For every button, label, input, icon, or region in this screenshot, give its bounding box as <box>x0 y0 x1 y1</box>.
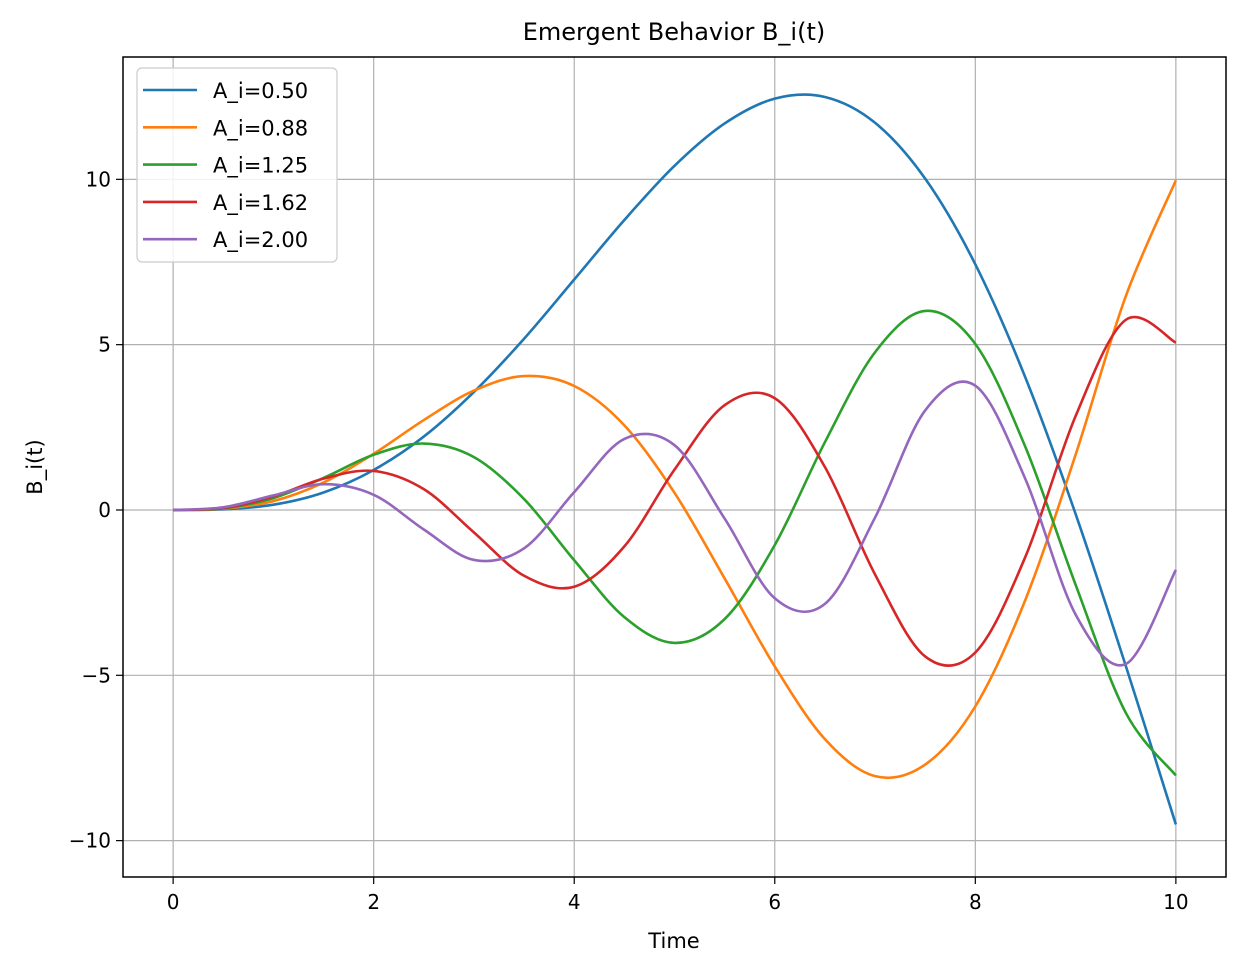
legend-label: A_i=0.50 <box>213 79 308 104</box>
y-tick-label: 0 <box>98 498 111 522</box>
series-line-3 <box>173 315 1177 667</box>
x-tick-label: 0 <box>167 890 180 914</box>
x-tick-label: 10 <box>1163 890 1188 914</box>
legend-label: A_i=0.88 <box>213 116 308 141</box>
series-line-4 <box>173 380 1178 667</box>
x-tick-label: 6 <box>768 890 781 914</box>
legend: A_i=0.50 A_i=0.88 A_i=1.25 A_i=1.62 A_i=2.00 <box>136 67 338 263</box>
x-tick-label: 8 <box>969 890 982 914</box>
y-axis-label: B_i(t) <box>23 439 48 494</box>
y-tick-label: 5 <box>98 333 111 357</box>
series-line-2 <box>173 309 1177 777</box>
x-tick-label: 4 <box>568 890 581 914</box>
series-line-0 <box>173 93 1178 825</box>
legend-label: A_i=1.25 <box>213 154 308 179</box>
axes-frame <box>122 56 1227 878</box>
chart-title: Emergent Behavior B_i(t) <box>523 18 825 46</box>
legend-label: A_i=2.00 <box>213 228 308 253</box>
ticks: 0 2 4 6 8 10 −10 −5 0 5 10 <box>69 167 1189 914</box>
series-lines <box>173 93 1178 825</box>
y-tick-label: 10 <box>86 167 111 191</box>
y-tick-label: −10 <box>69 829 111 853</box>
x-axis-label: Time <box>647 929 699 953</box>
y-tick-label: −5 <box>82 663 111 687</box>
x-tick-label: 2 <box>367 890 380 914</box>
legend-box <box>136 67 338 263</box>
legend-label: A_i=1.62 <box>213 191 308 216</box>
